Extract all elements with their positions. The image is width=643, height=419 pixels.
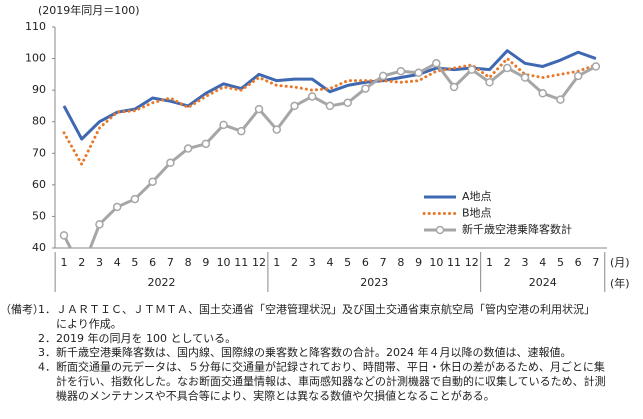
- x-tick-label: 6: [362, 256, 369, 269]
- x-tick-label: 6: [149, 256, 156, 269]
- series-marker: [219, 120, 228, 130]
- series-marker: [573, 71, 583, 81]
- y-tick-label: 80: [32, 115, 46, 128]
- series-marker: [112, 202, 122, 212]
- note-number: 1．: [38, 303, 56, 316]
- series-marker: [254, 104, 264, 114]
- series-marker: [95, 220, 104, 229]
- x-tick-label: 12: [465, 256, 479, 269]
- x-tick-label: 1: [486, 256, 493, 269]
- year-label: 2022: [148, 276, 176, 289]
- series-marker: [467, 65, 477, 74]
- series-marker: [166, 158, 175, 168]
- x-tick-label: 9: [202, 256, 209, 269]
- y-tick-label: 100: [25, 52, 46, 65]
- series-marker: [396, 66, 406, 76]
- series-marker: [556, 95, 565, 104]
- x-tick-label: 8: [185, 256, 192, 269]
- series-marker: [307, 92, 317, 101]
- series-marker: [503, 63, 512, 73]
- x-tick-label: 3: [96, 256, 103, 269]
- x-tick-label: 7: [592, 256, 599, 269]
- note-text: ＪＡＲＴＩＣ、ＪＴＭＴＡ、国土交通省「空港管理状況」及び国土交通省東京航空局「管…: [56, 302, 595, 316]
- x-tick-label: 2: [78, 256, 85, 269]
- y-tick-label: 40: [32, 241, 46, 254]
- series-marker: [414, 68, 423, 78]
- x-tick-label: 11: [447, 256, 461, 269]
- x-tick-label: 3: [521, 256, 528, 269]
- note-text: 新千歳空港乗降客数は、国内線、国際線の乗客数と降客数の合計。2024 年４月以降…: [56, 345, 572, 359]
- series-marker: [378, 71, 388, 81]
- x-tick-label: 11: [234, 256, 248, 269]
- series-marker: [591, 62, 601, 71]
- series-line: [62, 61, 597, 248]
- note-text: により作成。: [56, 317, 122, 330]
- series-marker: [432, 59, 441, 68]
- series-marker: [538, 89, 547, 98]
- series-marker: [520, 73, 530, 82]
- series-marker: [449, 82, 459, 92]
- note-number: 2．: [38, 332, 56, 345]
- y-unit-label: (2019年同月＝100): [38, 3, 140, 17]
- series-marker: [59, 231, 69, 240]
- x-tick-label: 7: [167, 256, 174, 269]
- legend-label: B地点: [462, 207, 492, 220]
- legend-label: A地点: [462, 190, 492, 203]
- note-text: 断面交通量の元データは、５分毎に交通量が記録されており、時間帯、平日・休日の差が…: [56, 360, 605, 374]
- series-marker: [130, 194, 140, 204]
- series-line: [62, 49, 597, 141]
- x-tick-label: 5: [131, 256, 138, 269]
- y-tick-label: 50: [32, 209, 46, 222]
- x-tick-label: 3: [309, 256, 316, 269]
- x-tick-label: 4: [326, 256, 333, 269]
- x-tick-label: 2: [504, 256, 511, 269]
- x-tick-label: 10: [217, 256, 231, 269]
- x-tick-label: 7: [380, 256, 387, 269]
- x-tick-label: 12: [252, 256, 266, 269]
- note-number: 3．: [38, 346, 56, 359]
- x-tick-label: 1: [61, 256, 68, 269]
- series-marker: [343, 98, 352, 108]
- legend-marker: [435, 225, 445, 235]
- series-marker: [183, 144, 193, 153]
- x-tick-label: 10: [429, 256, 443, 269]
- series-marker: [148, 177, 157, 186]
- y-tick-label: 70: [32, 146, 46, 159]
- series-marker: [325, 101, 335, 111]
- note-text: 2019 年の同月を 100 としている。: [56, 331, 236, 345]
- year-label: 2023: [360, 276, 388, 289]
- y-tick-label: 110: [25, 20, 46, 33]
- x-tick-label: 6: [575, 256, 582, 269]
- x-tick-label: 2: [291, 256, 298, 269]
- x-tick-label: 1: [273, 256, 280, 269]
- year-unit-label: (年): [610, 276, 630, 290]
- y-tick-label: 90: [32, 83, 46, 96]
- x-unit-label: (月): [610, 256, 630, 269]
- series-marker: [485, 78, 494, 87]
- y-tick-label: 60: [32, 178, 46, 191]
- x-tick-label: 9: [415, 256, 422, 269]
- note-number: 4．: [38, 361, 56, 374]
- year-label: 2024: [529, 276, 557, 289]
- notes-label: （備考）: [0, 303, 44, 316]
- x-tick-label: 8: [397, 256, 404, 269]
- series-marker: [290, 101, 299, 111]
- series-marker: [361, 84, 370, 93]
- series-marker: [201, 139, 211, 149]
- note-text: 機器のメンテナンスや不具合等により、実際とは異なる数値や欠損値となることがある。: [56, 388, 495, 402]
- x-tick-label: 5: [344, 256, 351, 269]
- legend-label: 新千歳空港乗降客数計: [462, 222, 572, 236]
- plot-area: [59, 49, 601, 248]
- series-line: [62, 57, 598, 166]
- x-tick-label: 5: [557, 256, 564, 269]
- series-marker: [237, 126, 246, 136]
- x-tick-label: 4: [114, 256, 121, 269]
- x-tick-label: 4: [539, 256, 546, 269]
- series-marker: [272, 125, 282, 134]
- note-text: 計を行い、指数化した。なお断面交通量情報は、車両感知器などの計測機器で自動的に収…: [56, 374, 606, 388]
